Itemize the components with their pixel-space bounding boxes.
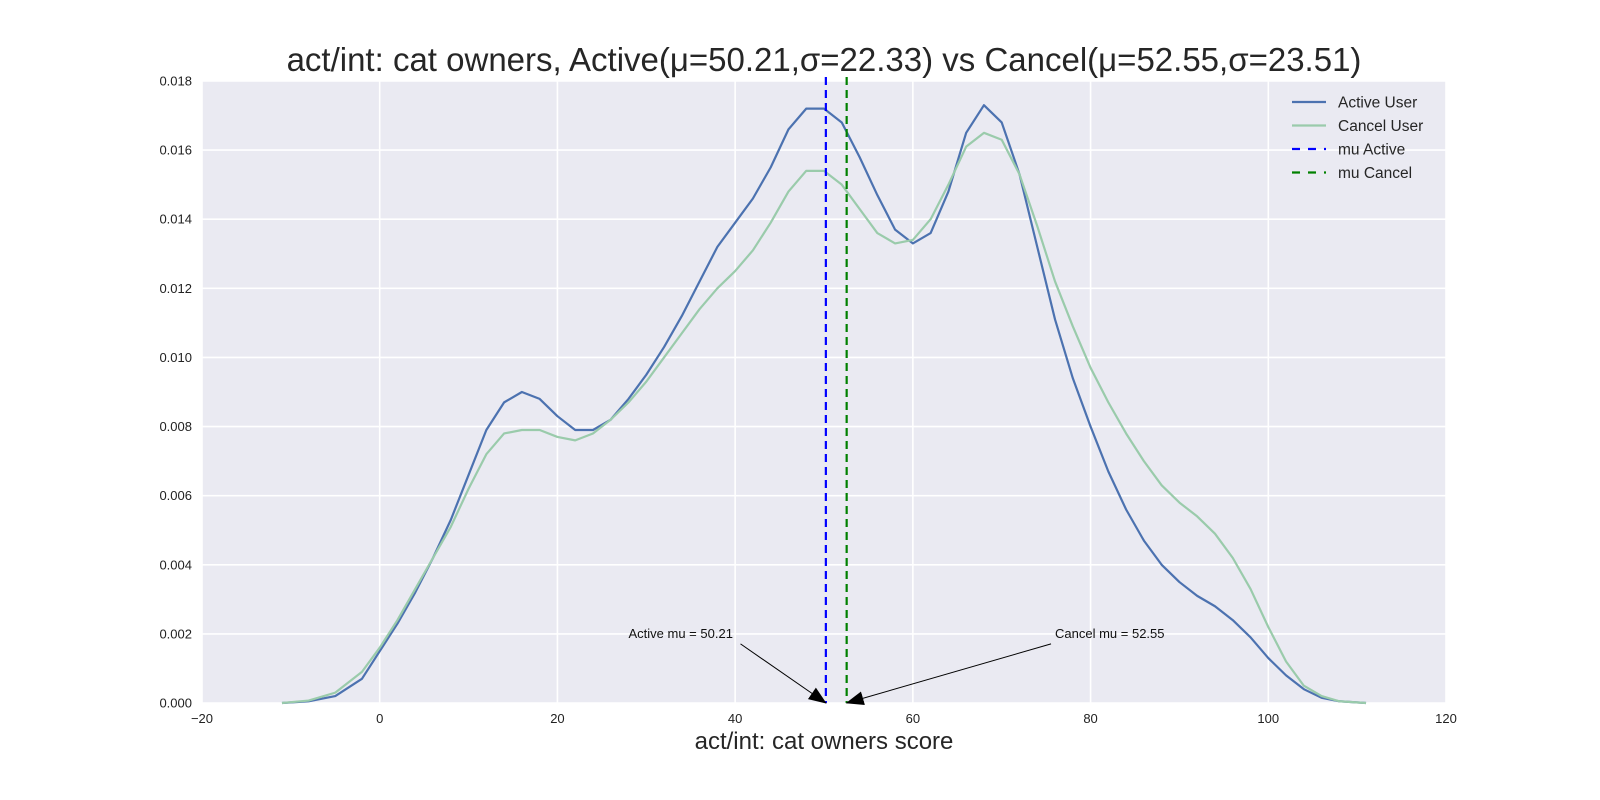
y-tick-label: 0.018 xyxy=(159,74,192,89)
x-tick-label: 80 xyxy=(1083,711,1097,726)
annotation-label: Cancel mu = 52.55 xyxy=(1055,626,1164,641)
y-tick-label: 0.016 xyxy=(159,143,192,158)
legend-label: mu Cancel xyxy=(1338,165,1412,182)
y-tick-label: 0.000 xyxy=(159,696,192,711)
legend-label: mu Active xyxy=(1338,142,1405,159)
legend-label: Cancel User xyxy=(1338,118,1423,135)
y-tick-label: 0.010 xyxy=(159,350,192,365)
x-tick-label: 40 xyxy=(728,711,742,726)
y-tick-label: 0.004 xyxy=(159,557,192,572)
x-tick-label: 120 xyxy=(1435,711,1457,726)
legend-label: Active User xyxy=(1338,95,1417,112)
chart-title: act/int: cat owners, Active(μ=50.21,σ=22… xyxy=(287,41,1362,78)
y-tick-label: 0.006 xyxy=(159,488,192,503)
annotation-arrow xyxy=(740,643,827,704)
y-tick-label: 0.014 xyxy=(159,212,192,227)
y-tick-label: 0.008 xyxy=(159,419,192,434)
series-line-active-user xyxy=(281,104,1367,705)
series-line-cancel-user xyxy=(281,131,1367,705)
x-axis-label: act/int: cat owners score xyxy=(695,728,954,755)
x-tick-label: 60 xyxy=(906,711,920,726)
x-tick-label: −20 xyxy=(191,711,213,726)
x-tick-label: 100 xyxy=(1257,711,1279,726)
annotation-arrow xyxy=(845,643,1052,706)
y-tick-label: 0.012 xyxy=(159,281,192,296)
x-tick-label: 0 xyxy=(376,711,383,726)
annotation-label: Active mu = 50.21 xyxy=(629,626,733,641)
y-tick-label: 0.002 xyxy=(159,626,192,641)
x-tick-label: 20 xyxy=(550,711,564,726)
grid-lines xyxy=(201,80,1447,704)
